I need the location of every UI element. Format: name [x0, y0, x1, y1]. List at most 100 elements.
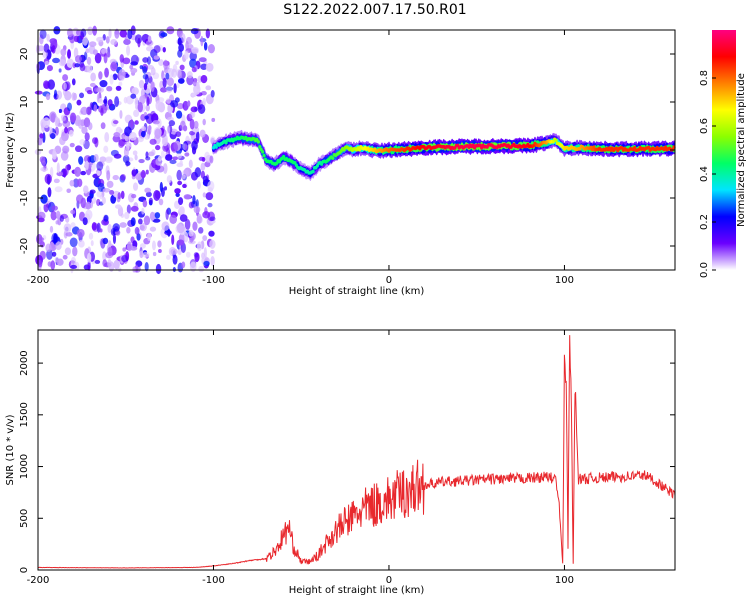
heatmap-noise-cell [66, 58, 74, 68]
heatmap-noise-cell [106, 170, 111, 181]
heatmap-noise-cell [210, 256, 215, 267]
heatmap-noise-cell [82, 217, 88, 226]
heatmap-noise-cell [191, 48, 199, 54]
heatmap-noise-cell [83, 185, 89, 194]
colorbar-tick-label: 0.2 [699, 214, 710, 230]
colorbar-tick-label: 0.6 [699, 118, 710, 134]
heatmap-noise-cell [165, 209, 169, 220]
heatmap-noise-cell [194, 167, 202, 178]
heatmap-noise-cell [82, 36, 89, 46]
heatmap-noise-cell [188, 229, 194, 237]
heatmap-noise-cell [118, 81, 123, 87]
heatmap-noise-cell [112, 175, 120, 181]
heatmap-noise-cell [124, 134, 129, 142]
heatmap-noise-cell [108, 28, 112, 39]
heatmap-noise-cell [172, 156, 178, 161]
heatmap-noise-cell [142, 199, 148, 208]
heatmap-noise-cell [58, 108, 62, 114]
heatmap-noise-cell [63, 223, 72, 233]
heatmap-noise-cell [188, 159, 193, 169]
spectrogram-x-tick-label: 100 [555, 275, 574, 286]
heatmap-noise-cell [62, 74, 69, 81]
heatmap-noise-cell [183, 194, 192, 200]
heatmap-noise-cell [165, 85, 173, 93]
heatmap-ridge-cell [256, 139, 261, 144]
heatmap-noise-cell [141, 207, 145, 215]
heatmap-noise-cell [200, 35, 204, 47]
heatmap-noise-cell [134, 226, 140, 235]
heatmap-noise-cell [150, 81, 155, 92]
heatmap-noise-cell [159, 87, 168, 93]
spectrogram-x-tick-label: -200 [27, 275, 50, 286]
heatmap-noise-cell [147, 151, 155, 157]
heatmap-noise-cell [40, 194, 48, 204]
heatmap-noise-cell [52, 57, 60, 64]
heatmap-noise-cell [144, 74, 149, 85]
heatmap-noise-cell [158, 198, 164, 206]
heatmap-noise-cell [192, 112, 196, 118]
heatmap-noise-cell [157, 155, 162, 162]
heatmap-noise-cell [155, 100, 162, 111]
heatmap-noise-cell [207, 44, 215, 54]
heatmap-noise-cell [94, 259, 101, 264]
heatmap-noise-cell [58, 58, 67, 67]
heatmap-noise-cell [152, 251, 157, 257]
heatmap-noise-cell [39, 250, 46, 260]
heatmap-noise-cell [69, 237, 78, 248]
heatmap-noise-cell [56, 162, 60, 174]
heatmap-noise-cell [203, 41, 208, 51]
heatmap-noise-cell [53, 89, 58, 98]
heatmap-noise-cell [205, 62, 214, 72]
heatmap-noise-cell [112, 120, 119, 125]
spectrogram-x-tick-label: 0 [386, 275, 392, 286]
heatmap-noise-cell [70, 209, 76, 215]
heatmap-noise-cell [90, 240, 94, 247]
heatmap-noise-cell [34, 90, 43, 95]
heatmap-noise-cell [50, 40, 57, 48]
heatmap-noise-cell [160, 150, 165, 158]
heatmap-noise-cell [64, 126, 68, 134]
heatmap-noise-cell [200, 162, 206, 171]
heatmap-noise-cell [176, 82, 180, 89]
heatmap-noise-cell [101, 196, 106, 205]
snr-y-tick-label: 0 [19, 567, 30, 573]
heatmap-noise-cell [103, 214, 109, 222]
heatmap-noise-cell [193, 206, 201, 214]
heatmap-ridge-cell [224, 140, 228, 145]
heatmap-noise-cell [159, 181, 163, 193]
heatmap-noise-cell [176, 169, 182, 181]
heatmap-noise-cell [100, 107, 104, 116]
heatmap-ridge-cell [592, 145, 596, 149]
heatmap-noise-cell [134, 34, 143, 44]
heatmap-noise-cell [103, 99, 108, 104]
heatmap-noise-cell [179, 120, 186, 131]
heatmap-noise-cell [179, 214, 188, 222]
heatmap-noise-cell [198, 265, 205, 273]
heatmap-noise-cell [196, 213, 202, 224]
heatmap-noise-cell [62, 145, 70, 154]
heatmap-noise-cell [145, 40, 154, 47]
heatmap-noise-cell [60, 115, 66, 122]
heatmap-noise-cell [126, 226, 131, 234]
heatmap-noise-cell [96, 36, 104, 43]
heatmap-noise-cell [152, 218, 161, 223]
heatmap-noise-cell [161, 221, 170, 231]
heatmap-noise-cell [205, 192, 214, 201]
heatmap-noise-cell [194, 106, 198, 112]
heatmap-noise-cell [165, 72, 170, 80]
heatmap-noise-cell [113, 153, 122, 159]
heatmap-noise-cell [173, 83, 177, 94]
spectrogram-heatmap [34, 25, 676, 275]
heatmap-noise-cell [44, 60, 49, 66]
heatmap-noise-cell [211, 117, 216, 123]
heatmap-noise-cell [150, 110, 156, 118]
heatmap-noise-cell [109, 74, 114, 85]
heatmap-noise-cell [72, 246, 78, 257]
heatmap-noise-cell [68, 129, 74, 137]
heatmap-noise-cell [120, 173, 126, 181]
heatmap-noise-cell [139, 223, 147, 232]
heatmap-noise-cell [144, 187, 152, 194]
heatmap-noise-cell [144, 115, 149, 120]
heatmap-noise-cell [166, 125, 170, 135]
heatmap-noise-cell [162, 77, 167, 88]
